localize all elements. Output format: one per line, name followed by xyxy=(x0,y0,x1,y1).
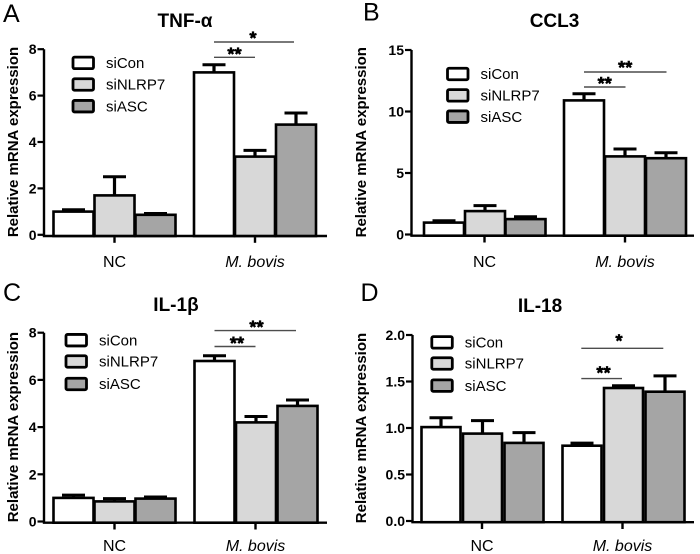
svg-text:10: 10 xyxy=(388,104,404,120)
svg-text:1.0: 1.0 xyxy=(386,420,406,436)
svg-text:A: A xyxy=(3,0,20,28)
svg-text:0.0: 0.0 xyxy=(386,513,406,529)
svg-text:CCL3: CCL3 xyxy=(530,11,580,32)
svg-text:siCon: siCon xyxy=(106,55,144,72)
svg-text:NC: NC xyxy=(103,254,126,271)
svg-text:6: 6 xyxy=(29,88,37,104)
svg-text:NC: NC xyxy=(103,538,126,554)
svg-text:Relative mRNA expression: Relative mRNA expression xyxy=(353,47,370,237)
svg-text:IL-18: IL-18 xyxy=(518,296,562,317)
svg-text:6: 6 xyxy=(29,372,37,388)
svg-text:M. bovis: M. bovis xyxy=(595,254,655,271)
svg-text:Relative mRNA expression: Relative mRNA expression xyxy=(5,47,22,237)
svg-text:M. bovis: M. bovis xyxy=(225,254,285,271)
svg-text:C: C xyxy=(3,279,21,307)
svg-text:M. bovis: M. bovis xyxy=(593,538,653,554)
svg-text:2: 2 xyxy=(29,466,37,482)
svg-text:siASC: siASC xyxy=(481,109,523,126)
svg-text:5: 5 xyxy=(396,165,404,181)
svg-text:1.5: 1.5 xyxy=(386,374,406,390)
svg-text:Relative mRNA expression: Relative mRNA expression xyxy=(5,332,22,522)
svg-text:siASC: siASC xyxy=(106,98,148,115)
svg-text:siASC: siASC xyxy=(465,378,507,395)
svg-text:8: 8 xyxy=(29,41,37,57)
svg-text:Relative mRNA expression: Relative mRNA expression xyxy=(353,333,370,523)
svg-text:NC: NC xyxy=(473,254,496,271)
svg-text:siNLRP7: siNLRP7 xyxy=(465,356,524,373)
svg-text:0: 0 xyxy=(29,514,37,530)
svg-text:0.5: 0.5 xyxy=(386,467,406,483)
svg-text:siCon: siCon xyxy=(465,335,503,352)
svg-text:15: 15 xyxy=(388,42,404,58)
svg-text:siASC: siASC xyxy=(99,376,141,393)
svg-text:siCon: siCon xyxy=(481,66,519,83)
svg-text:NC: NC xyxy=(470,538,493,554)
svg-text:4: 4 xyxy=(29,134,37,150)
svg-text:siCon: siCon xyxy=(99,332,137,349)
svg-text:siNLRP7: siNLRP7 xyxy=(106,77,165,94)
svg-text:siNLRP7: siNLRP7 xyxy=(481,88,540,105)
svg-text:D: D xyxy=(361,279,379,307)
svg-text:4: 4 xyxy=(29,419,37,435)
svg-text:TNF-α: TNF-α xyxy=(158,11,213,32)
svg-text:M. bovis: M. bovis xyxy=(226,538,286,554)
svg-text:siNLRP7: siNLRP7 xyxy=(99,354,158,371)
svg-text:0: 0 xyxy=(396,227,404,243)
svg-text:2.0: 2.0 xyxy=(386,327,406,343)
svg-text:8: 8 xyxy=(29,325,37,341)
svg-text:0: 0 xyxy=(29,227,37,243)
svg-text:IL-1β: IL-1β xyxy=(153,295,198,316)
svg-text:2: 2 xyxy=(29,180,37,196)
svg-text:B: B xyxy=(363,0,380,27)
